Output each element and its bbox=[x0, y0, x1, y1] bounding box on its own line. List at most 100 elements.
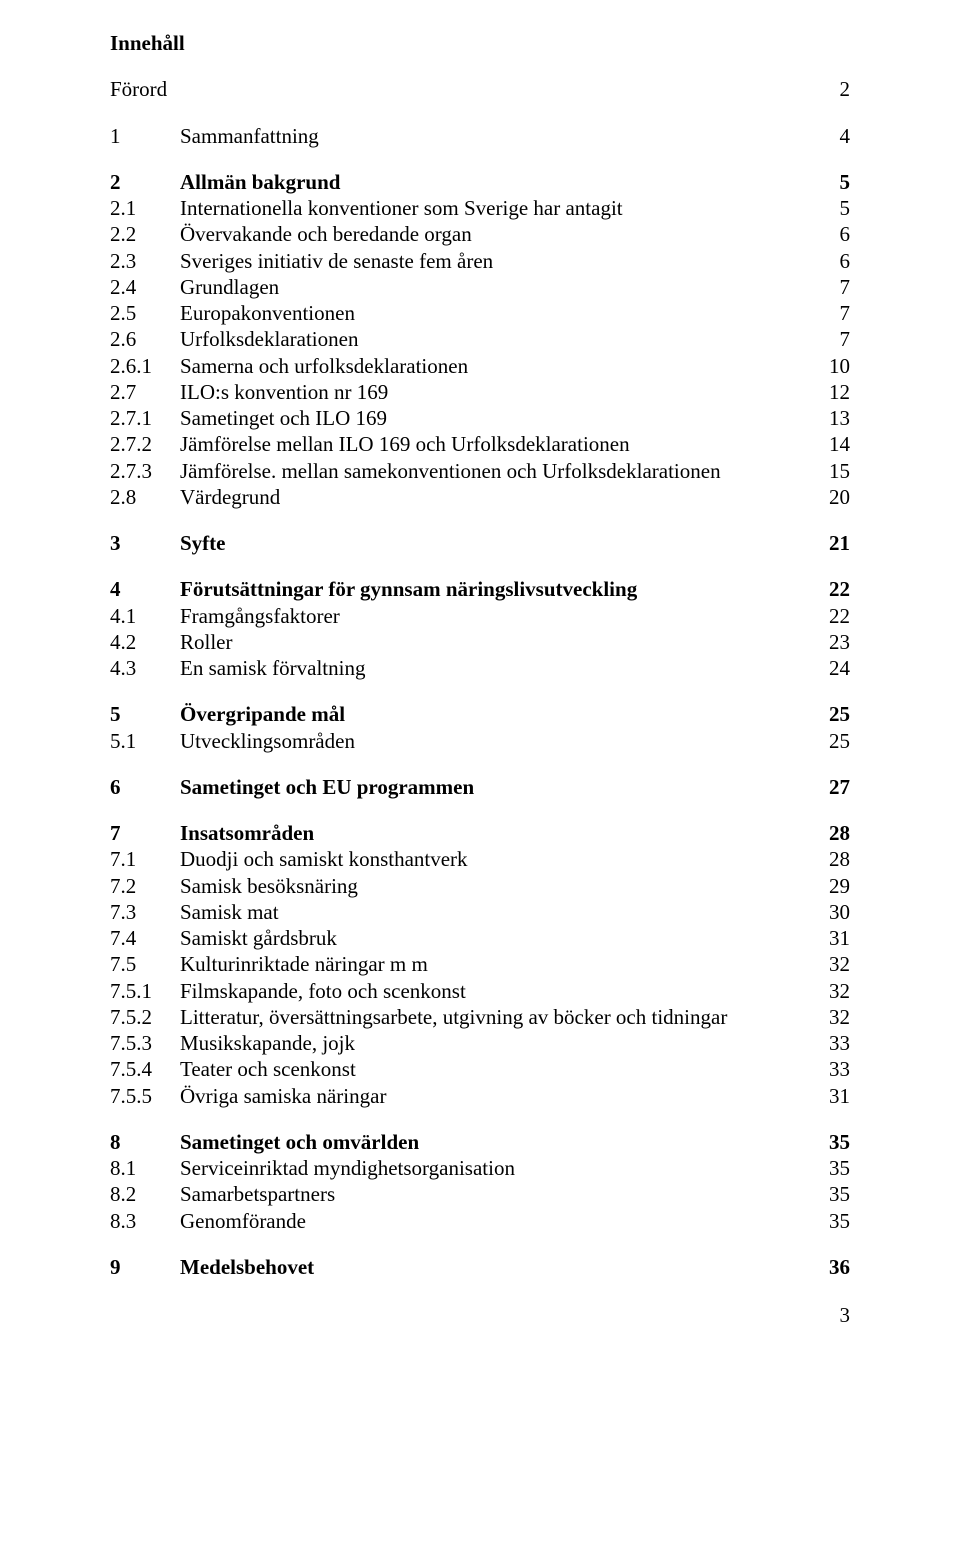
toc-number: 2.3 bbox=[110, 248, 180, 274]
toc-row: 8.2Samarbetspartners35 bbox=[110, 1181, 850, 1207]
toc-label: Litteratur, översättningsarbete, utgivni… bbox=[180, 1004, 810, 1030]
toc-title: Innehåll bbox=[110, 30, 850, 56]
toc-page: 25 bbox=[810, 701, 850, 727]
toc-label: Sveriges initiativ de senaste fem åren bbox=[180, 248, 810, 274]
toc-number: 2.7.3 bbox=[110, 458, 180, 484]
toc-number: 7.5.2 bbox=[110, 1004, 180, 1030]
toc-label: Samiskt gårdsbruk bbox=[180, 925, 810, 951]
toc-number: 7.4 bbox=[110, 925, 180, 951]
toc-number: 7.5.1 bbox=[110, 978, 180, 1004]
toc-label: Allmän bakgrund bbox=[180, 169, 810, 195]
toc-page: 7 bbox=[810, 326, 850, 352]
toc-number: 2.4 bbox=[110, 274, 180, 300]
toc-page: 13 bbox=[810, 405, 850, 431]
section-gap bbox=[110, 103, 850, 123]
toc-number: 7.3 bbox=[110, 899, 180, 925]
toc-row: 7.5Kulturinriktade näringar m m32 bbox=[110, 951, 850, 977]
toc-number: 4.1 bbox=[110, 603, 180, 629]
toc-row: 5Övergripande mål25 bbox=[110, 701, 850, 727]
toc-number: 7.5.3 bbox=[110, 1030, 180, 1056]
toc-row: 4.1Framgångsfaktorer22 bbox=[110, 603, 850, 629]
toc-label: Insatsområden bbox=[180, 820, 810, 846]
toc-number: 5.1 bbox=[110, 728, 180, 754]
toc-row: 2.3Sveriges initiativ de senaste fem åre… bbox=[110, 248, 850, 274]
toc-number: 4 bbox=[110, 576, 180, 602]
toc-label: Genomförande bbox=[180, 1208, 810, 1234]
toc-label: Internationella konventioner som Sverige… bbox=[180, 195, 810, 221]
toc-page: 6 bbox=[810, 221, 850, 247]
toc-page: 12 bbox=[810, 379, 850, 405]
toc-page: 32 bbox=[810, 1004, 850, 1030]
toc-label: Sametinget och EU programmen bbox=[180, 774, 810, 800]
toc-row: 9Medelsbehovet36 bbox=[110, 1254, 850, 1280]
toc-page: 29 bbox=[810, 873, 850, 899]
section-gap bbox=[110, 149, 850, 169]
toc-label: Övervakande och beredande organ bbox=[180, 221, 810, 247]
toc-page: 14 bbox=[810, 431, 850, 457]
toc-number: 7.1 bbox=[110, 846, 180, 872]
toc-number: 7.5.5 bbox=[110, 1083, 180, 1109]
toc-row: 2.6Urfolksdeklarationen7 bbox=[110, 326, 850, 352]
toc-number: 2.7.1 bbox=[110, 405, 180, 431]
toc-row: 2Allmän bakgrund5 bbox=[110, 169, 850, 195]
toc-label: Samisk mat bbox=[180, 899, 810, 925]
toc-number: 8.1 bbox=[110, 1155, 180, 1181]
toc-label: Sametinget och ILO 169 bbox=[180, 405, 810, 431]
toc-page: 31 bbox=[810, 1083, 850, 1109]
toc-label: Kulturinriktade näringar m m bbox=[180, 951, 810, 977]
toc-number: 4.3 bbox=[110, 655, 180, 681]
toc-row: 7.5.2Litteratur, översättningsarbete, ut… bbox=[110, 1004, 850, 1030]
toc-label: Musikskapande, jojk bbox=[180, 1030, 810, 1056]
toc-page: 35 bbox=[810, 1129, 850, 1155]
toc-label: Medelsbehovet bbox=[180, 1254, 810, 1280]
toc-page: 35 bbox=[810, 1181, 850, 1207]
toc-label: Övriga samiska näringar bbox=[180, 1083, 810, 1109]
toc-row: 4Förutsättningar för gynnsam näringslivs… bbox=[110, 576, 850, 602]
toc-number: 2.6.1 bbox=[110, 353, 180, 379]
toc-row: 7.3Samisk mat30 bbox=[110, 899, 850, 925]
toc-row: 7.5.3Musikskapande, jojk33 bbox=[110, 1030, 850, 1056]
toc-row: 2.6.1Samerna och urfolksdeklarationen10 bbox=[110, 353, 850, 379]
toc-page: 33 bbox=[810, 1030, 850, 1056]
toc-page: 6 bbox=[810, 248, 850, 274]
toc-page: 5 bbox=[810, 169, 850, 195]
toc-number: 2.5 bbox=[110, 300, 180, 326]
toc-row: 2.7.3Jämförelse. mellan samekonventionen… bbox=[110, 458, 850, 484]
toc-number: 4.2 bbox=[110, 629, 180, 655]
toc-number: 7.5 bbox=[110, 951, 180, 977]
toc-page: 32 bbox=[810, 978, 850, 1004]
toc-row: 2.1Internationella konventioner som Sver… bbox=[110, 195, 850, 221]
toc-page: 24 bbox=[810, 655, 850, 681]
toc-number: 8 bbox=[110, 1129, 180, 1155]
toc-label: Samerna och urfolksdeklarationen bbox=[180, 353, 810, 379]
toc-row: 6Sametinget och EU programmen27 bbox=[110, 774, 850, 800]
toc-page: 35 bbox=[810, 1155, 850, 1181]
toc-page: 33 bbox=[810, 1056, 850, 1082]
toc-page: 31 bbox=[810, 925, 850, 951]
toc-number: 6 bbox=[110, 774, 180, 800]
toc-page: 36 bbox=[810, 1254, 850, 1280]
toc-row: 7.1Duodji och samiskt konsthantverk28 bbox=[110, 846, 850, 872]
toc-number: 9 bbox=[110, 1254, 180, 1280]
toc-label: En samisk förvaltning bbox=[180, 655, 810, 681]
toc-page: 28 bbox=[810, 846, 850, 872]
toc-number: 2.1 bbox=[110, 195, 180, 221]
toc-label: Utvecklingsområden bbox=[180, 728, 810, 754]
section-gap bbox=[110, 1109, 850, 1129]
toc-page: 32 bbox=[810, 951, 850, 977]
toc-page: 25 bbox=[810, 728, 850, 754]
toc-number: 3 bbox=[110, 530, 180, 556]
toc-label: Grundlagen bbox=[180, 274, 810, 300]
section-gap bbox=[110, 556, 850, 576]
toc-number: 7 bbox=[110, 820, 180, 846]
toc-row: 2.7.1Sametinget och ILO 16913 bbox=[110, 405, 850, 431]
toc-label: Jämförelse mellan ILO 169 och Urfolksdek… bbox=[180, 431, 810, 457]
toc-page: 15 bbox=[810, 458, 850, 484]
toc-number: 7.2 bbox=[110, 873, 180, 899]
toc-row: 4.2Roller23 bbox=[110, 629, 850, 655]
toc-number: 7.5.4 bbox=[110, 1056, 180, 1082]
toc-number: 2.2 bbox=[110, 221, 180, 247]
section-gap bbox=[110, 1234, 850, 1254]
toc-row: 7.5.1Filmskapande, foto och scenkonst32 bbox=[110, 978, 850, 1004]
toc-number: 2.8 bbox=[110, 484, 180, 510]
